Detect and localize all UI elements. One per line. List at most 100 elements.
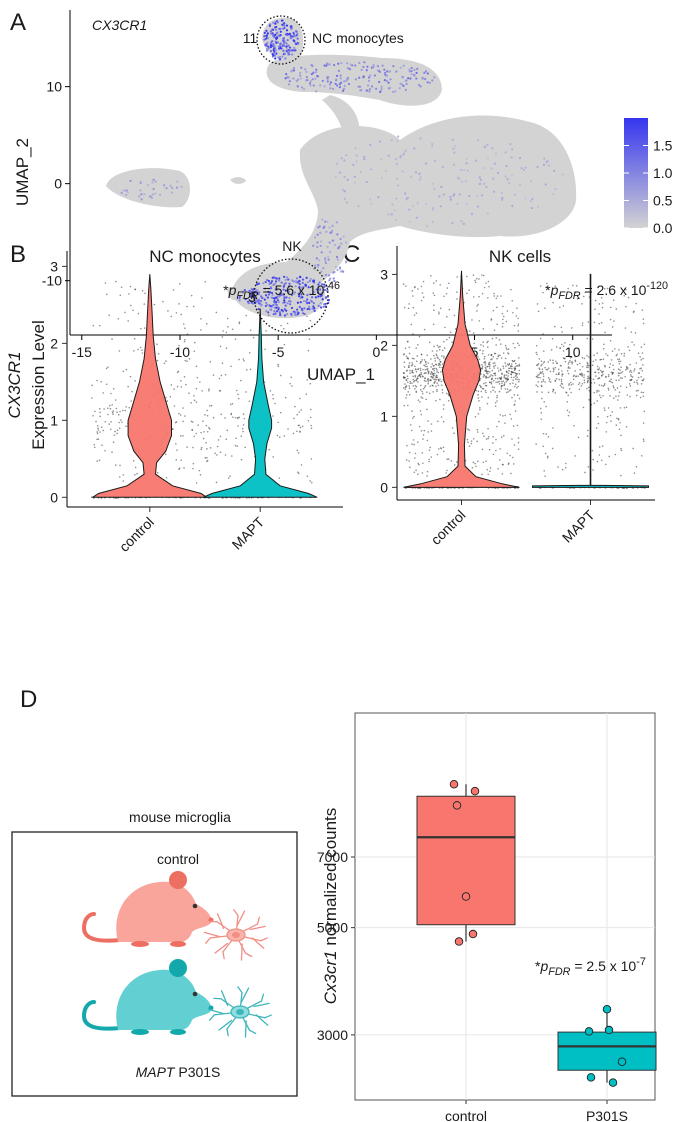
jitter-point (298, 452, 300, 454)
cell-point (289, 300, 291, 302)
jitter-point (602, 307, 604, 309)
jitter-point (466, 276, 468, 278)
jitter-point (560, 365, 562, 367)
jitter-point (403, 283, 405, 285)
jitter-point (577, 364, 579, 366)
jitter-point (538, 367, 540, 369)
jitter-point (489, 371, 491, 373)
jitter-point (422, 292, 424, 294)
cell-point (457, 176, 459, 178)
cell-point (314, 236, 316, 238)
jitter-point (613, 397, 615, 399)
jitter-point (596, 391, 598, 393)
jitter-point (483, 383, 485, 385)
jitter-point (206, 457, 208, 459)
jitter-point (513, 376, 515, 378)
cell-point (345, 154, 347, 156)
cell-point (358, 62, 360, 64)
jitter-point (494, 373, 496, 375)
cell-point (426, 225, 428, 227)
jitter-point (108, 314, 110, 316)
jitter-point (483, 435, 485, 437)
jitter-point (156, 343, 158, 345)
jitter-point (232, 416, 234, 418)
jitter-point (178, 345, 180, 347)
cell-point (402, 85, 404, 87)
jitter-point (107, 366, 109, 368)
jitter-point (407, 375, 409, 377)
cell-point (543, 164, 545, 166)
jitter-point (196, 365, 198, 367)
jitter-point (429, 392, 431, 394)
cell-point (453, 193, 455, 195)
jitter-point (216, 312, 218, 314)
cell-point (335, 83, 337, 85)
jitter-point (541, 360, 543, 362)
jitter-point (485, 371, 487, 373)
jitter-point (489, 362, 491, 364)
jitter-point (509, 363, 511, 365)
jitter-point (412, 333, 414, 335)
jitter-point (631, 379, 633, 381)
jitter-point (420, 414, 422, 416)
cell-point (281, 45, 283, 47)
jitter-point (128, 407, 130, 409)
jitter-point (498, 355, 500, 357)
jitter-point (513, 343, 515, 345)
jitter-point (597, 461, 599, 463)
y-tick-label: 2 (50, 335, 58, 351)
jitter-point (558, 379, 560, 381)
cell-point (337, 247, 339, 249)
jitter-point (157, 472, 159, 474)
jitter-point (515, 366, 517, 368)
jitter-point (510, 365, 512, 367)
cell-point (369, 88, 371, 90)
cell-point (411, 73, 413, 75)
cell-point (263, 39, 265, 41)
jitter-point (297, 449, 299, 451)
jitter-point (173, 388, 175, 390)
jitter-point (619, 363, 621, 365)
jitter-point (540, 338, 542, 340)
jitter-point (611, 411, 613, 413)
process (222, 991, 228, 1006)
jitter-point (513, 425, 515, 427)
jitter-point (568, 415, 570, 417)
jitter-point (620, 372, 622, 374)
jitter-point (115, 464, 117, 466)
jitter-point (433, 355, 435, 357)
cell-point (520, 167, 522, 169)
jitter-point (517, 425, 519, 427)
cell-point (312, 245, 314, 247)
jitter-point (403, 405, 405, 407)
jitter-point (310, 383, 312, 385)
jitter-point (508, 462, 510, 464)
cell-point (367, 84, 369, 86)
jitter-point (235, 438, 237, 440)
cell-point (284, 279, 286, 281)
jitter-point (615, 395, 617, 397)
jitter-point (627, 394, 629, 396)
jitter-point (176, 449, 178, 451)
annotation-part: p (539, 958, 548, 974)
cell-point (519, 184, 521, 186)
jitter-point (643, 438, 645, 440)
jitter-point (565, 467, 567, 469)
jitter-point (99, 431, 101, 433)
jitter-point (164, 363, 166, 365)
jitter-point (518, 437, 520, 439)
jitter-point (178, 468, 180, 470)
jitter-point (494, 329, 496, 331)
jitter-point (515, 378, 517, 380)
cell-point (543, 157, 545, 159)
jitter-point (268, 314, 270, 316)
cell-point (419, 178, 421, 180)
jitter-point (574, 356, 576, 358)
jitter-point (173, 289, 175, 291)
jitter-point (443, 408, 445, 410)
jitter-point (204, 281, 206, 283)
jitter-point (180, 435, 182, 437)
jitter-point (643, 440, 645, 442)
jitter-point (243, 424, 245, 426)
jitter-point (200, 474, 202, 476)
